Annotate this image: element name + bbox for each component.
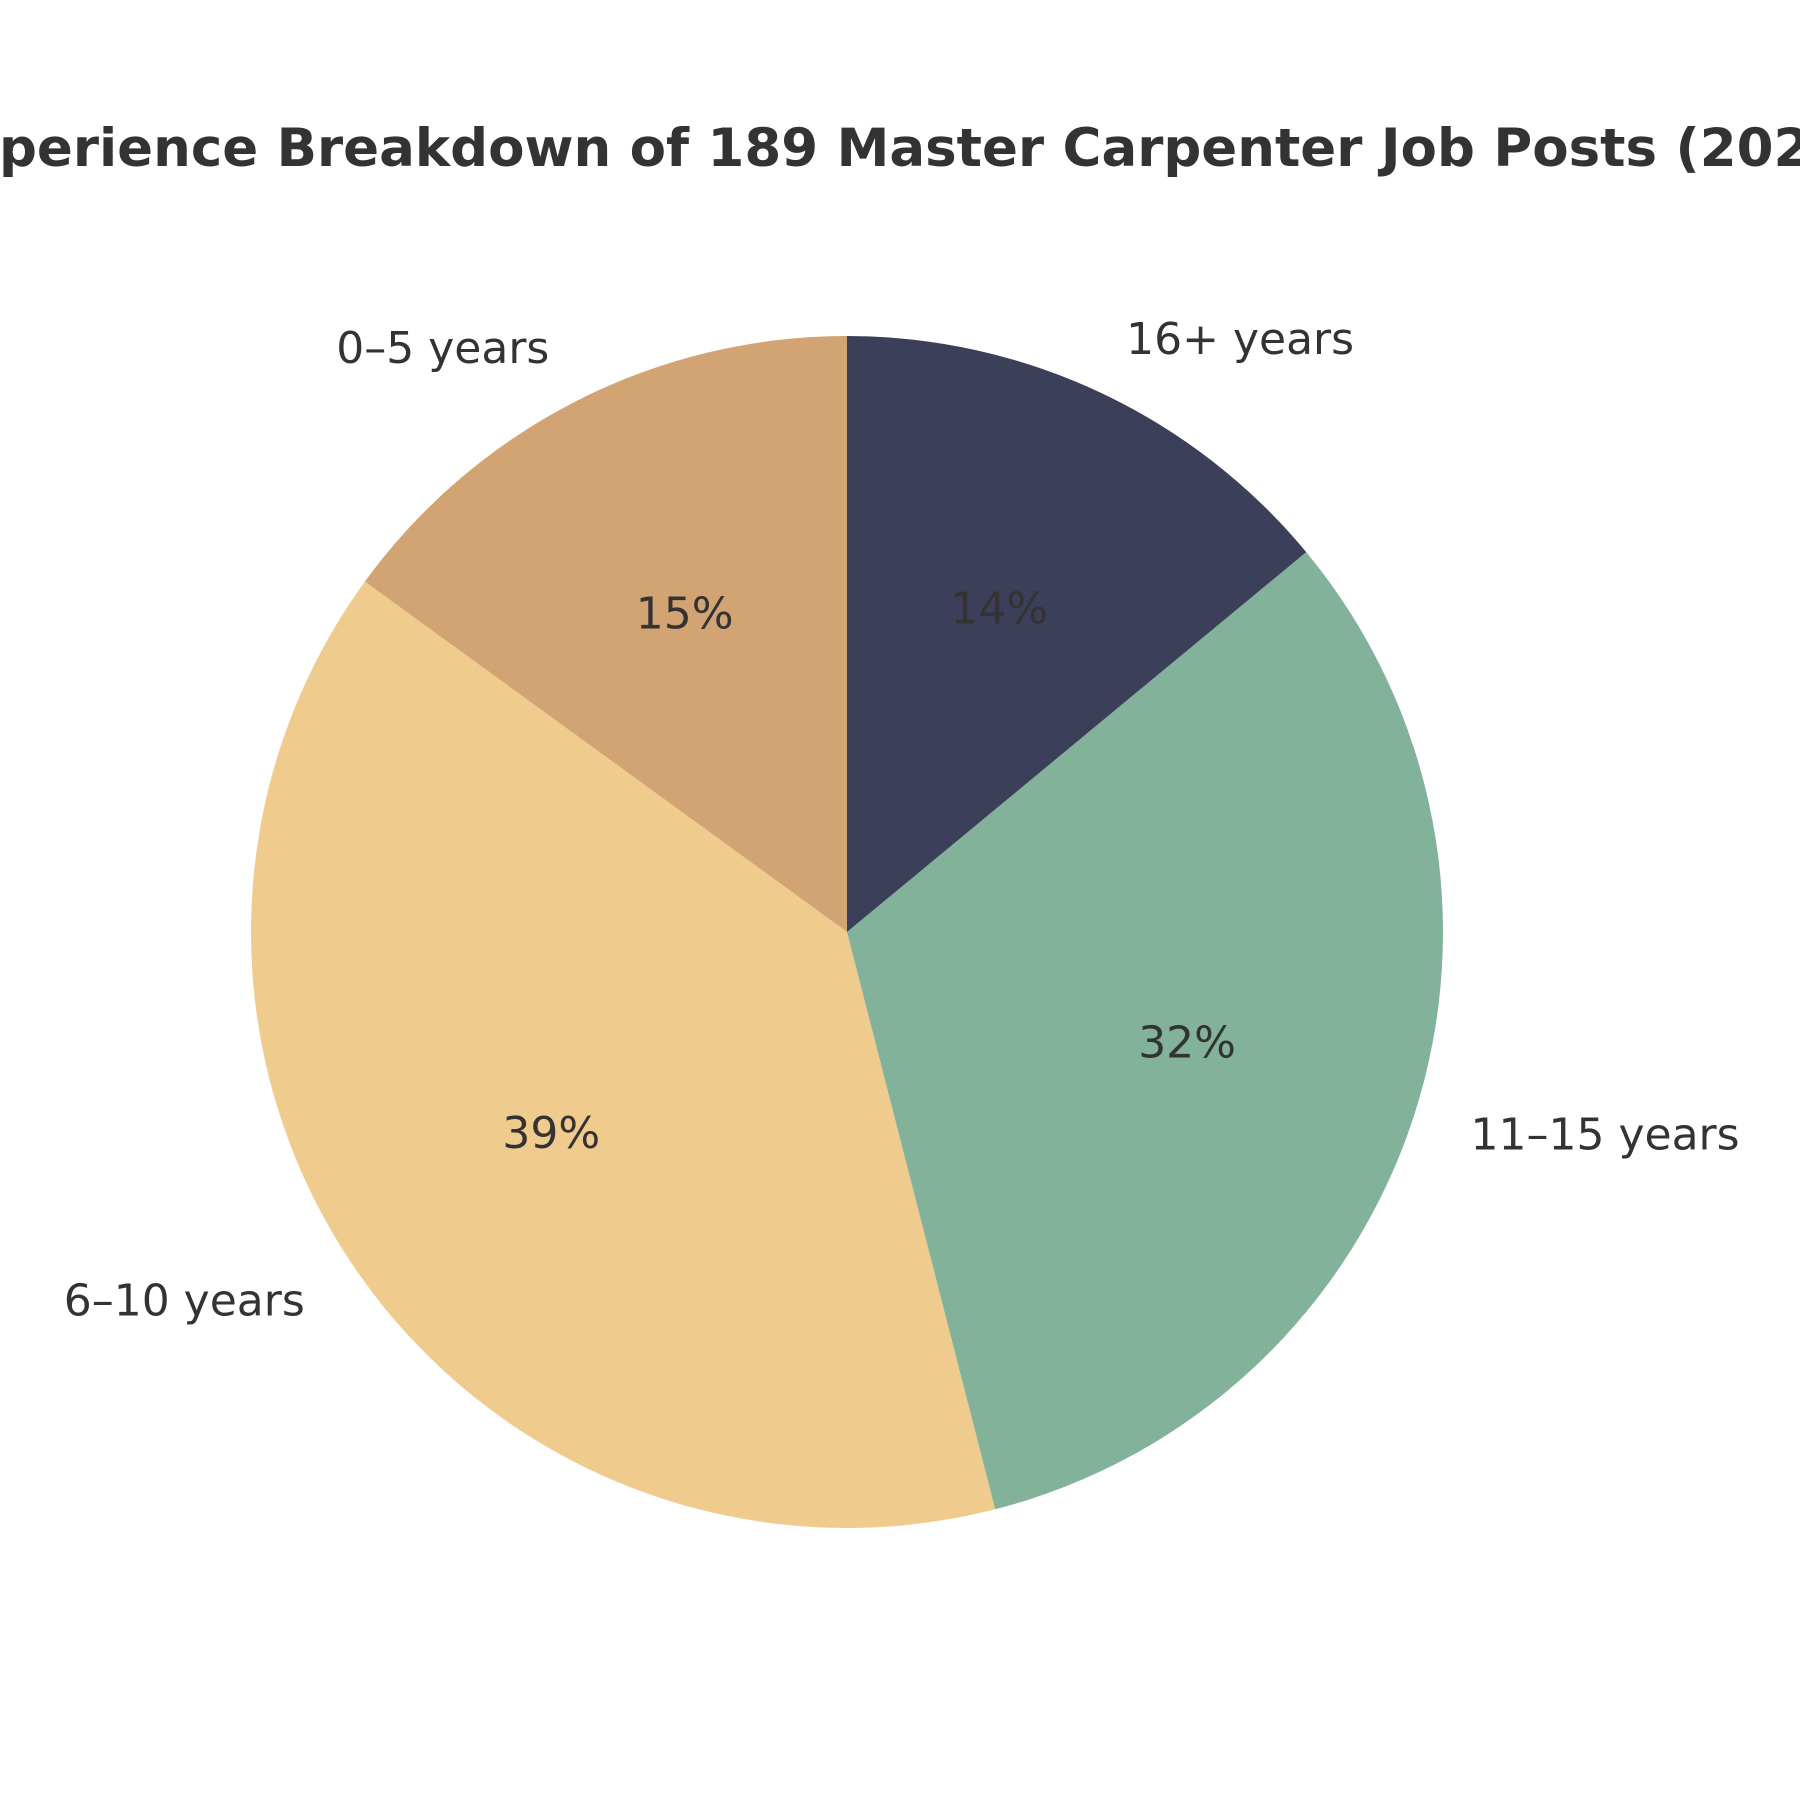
slice-category-label: 11–15 years xyxy=(1471,1110,1740,1161)
slice-percent-label: 32% xyxy=(1138,1018,1236,1069)
pie-slice-3 xyxy=(847,336,1307,932)
pie-slice-2 xyxy=(847,552,1444,1510)
slice-percent-label: 39% xyxy=(502,1108,600,1159)
slice-category-label: 6–10 years xyxy=(64,1276,305,1327)
slice-category-label: 16+ years xyxy=(1126,314,1354,365)
pie-slice-1 xyxy=(251,581,996,1528)
slice-category-label: 0–5 years xyxy=(336,323,549,374)
pie-slice-0 xyxy=(364,336,847,932)
slice-percent-label: 14% xyxy=(950,583,1048,634)
chart-title: Experience Breakdown of 189 Master Carpe… xyxy=(0,118,1800,179)
slice-percent-label: 15% xyxy=(636,588,734,639)
